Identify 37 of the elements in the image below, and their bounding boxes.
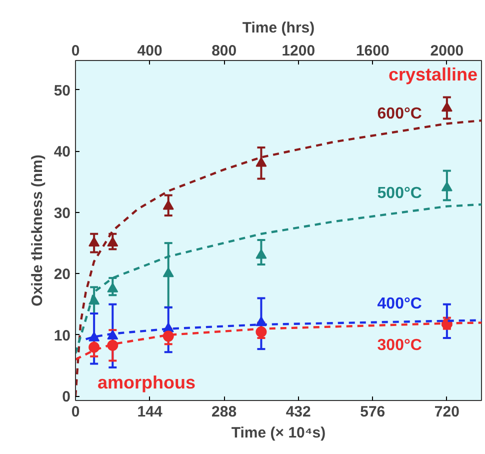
x-tick-label: 576 (360, 404, 386, 420)
series-label: 500°C (377, 184, 422, 202)
point (441, 182, 452, 192)
y-tick-label: 40 (54, 144, 71, 161)
x2-tick-label: 400 (137, 42, 162, 60)
x2-tick-label: 1200 (282, 42, 316, 60)
y-axis-title: Oxide thickness (nm) (28, 154, 46, 306)
y-tick-label: 50 (54, 82, 71, 100)
x-tick-label: 720 (434, 404, 460, 420)
y-tick-label: 20 (54, 266, 71, 284)
x-tick-label: 288 (212, 404, 237, 420)
x2-tick-label: 1600 (356, 42, 390, 60)
series-label: 300°C (377, 336, 422, 354)
point (162, 200, 174, 210)
point (162, 267, 174, 278)
x-axis-title: Time (× 10⁴s) (231, 424, 326, 442)
point (107, 236, 118, 246)
series-label: 600°C (377, 105, 422, 122)
y-tick-label: 0 (62, 388, 70, 406)
y-tick-label: 30 (54, 204, 71, 222)
y-tick-label: 10 (54, 327, 71, 344)
point (88, 342, 100, 353)
point (441, 102, 452, 112)
point (256, 157, 267, 167)
x2-tick-label: 800 (212, 42, 237, 60)
x2-tick-label: 2000 (430, 42, 464, 60)
point (88, 236, 100, 246)
line-series (76, 119, 482, 398)
point (256, 249, 267, 259)
annotation: amorphous (98, 372, 196, 392)
x2-axis-title: Time (hrs) (242, 20, 315, 36)
line-series (76, 203, 482, 354)
x-tick-label: 432 (286, 404, 311, 420)
x-tick-label: 144 (137, 404, 163, 420)
series-label: 400°C (377, 296, 422, 313)
point (107, 282, 118, 292)
annotation: crystalline (388, 64, 478, 84)
